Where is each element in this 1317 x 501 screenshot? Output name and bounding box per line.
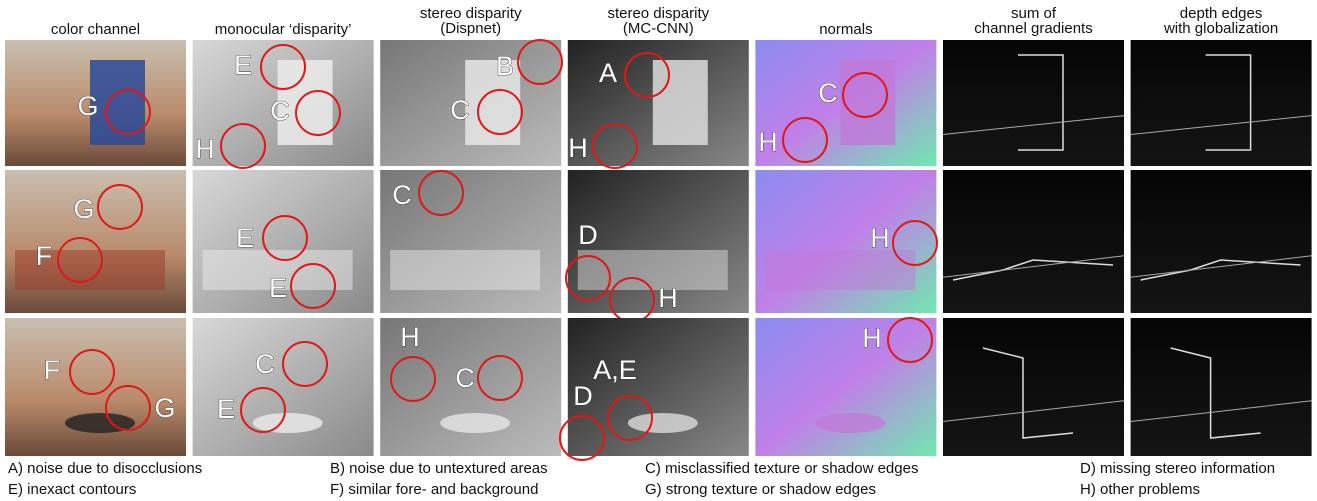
scene-object	[390, 250, 540, 290]
circle-label: D	[573, 381, 593, 411]
circle-label: C	[270, 96, 290, 126]
image-panel: EE	[193, 170, 374, 313]
image-panel	[943, 40, 1124, 166]
circle-label: G	[77, 91, 98, 121]
circle-label: C	[818, 78, 838, 108]
circle-label: A	[599, 58, 617, 88]
circle-label: H	[400, 322, 420, 352]
image-panel: C	[380, 170, 561, 313]
circle-label: E	[217, 394, 235, 424]
circle-label: H	[568, 133, 588, 163]
image-panel	[1131, 318, 1312, 456]
circle-label: H	[870, 223, 890, 253]
legend-item: B) noise due to untextured areas	[330, 460, 548, 477]
circle-label: F	[36, 241, 53, 271]
image-panel: H	[755, 318, 936, 456]
image-panel: CE	[193, 318, 374, 456]
circle-label: C	[450, 95, 470, 125]
scene-object	[253, 413, 323, 433]
legend-item: A) noise due to disocclusions	[8, 460, 202, 477]
image-panel: G	[5, 40, 186, 166]
panel-image	[943, 170, 1124, 313]
image-panel: HC	[380, 318, 561, 456]
panel-image	[5, 170, 186, 313]
legend-item: G) strong texture or shadow edges	[645, 481, 876, 498]
panel-image	[1131, 318, 1312, 456]
image-panel: A,ED	[560, 318, 749, 460]
image-panel: AH	[568, 40, 749, 168]
circle-label: B	[496, 51, 514, 81]
image-panel	[943, 170, 1124, 313]
image-panel	[1131, 40, 1312, 166]
legend-item: E) inexact contours	[8, 481, 136, 498]
image-panel: GF	[5, 170, 186, 313]
circle-label: D	[578, 220, 598, 250]
circle-label: E	[234, 50, 252, 80]
circle-label: H	[195, 134, 215, 164]
column-header: color channel	[51, 21, 140, 38]
scene-object	[578, 250, 728, 290]
circle-label: H	[658, 283, 678, 313]
column-header: with globalization	[1163, 20, 1278, 37]
image-panel: CH	[755, 40, 936, 166]
circle-label: G	[73, 194, 94, 224]
panel-image	[1131, 170, 1312, 313]
scene-object	[653, 60, 708, 145]
image-panel: H	[755, 170, 937, 313]
column-header: normals	[819, 21, 872, 38]
panel-image	[1131, 40, 1312, 166]
circle-label: C	[255, 349, 275, 379]
circle-label: F	[44, 355, 61, 385]
circle-label: G	[154, 393, 175, 423]
figure: color channelmonocular ‘disparity’stereo…	[0, 0, 1317, 501]
panel-image	[755, 170, 936, 313]
legend-item: F) similar fore- and background	[330, 481, 538, 498]
panel-image	[755, 318, 936, 456]
image-panel	[943, 318, 1124, 456]
legend-item: H) other problems	[1080, 481, 1200, 498]
column-header: (Dispnet)	[440, 20, 501, 37]
scene-object	[815, 413, 885, 433]
column-header: (MC-CNN)	[623, 20, 694, 37]
scene-object	[765, 250, 915, 290]
panel-image	[5, 318, 186, 456]
panel-image	[568, 318, 749, 456]
circle-label: C	[455, 363, 475, 393]
image-panel: BC	[380, 40, 562, 166]
image-panel: EC H	[193, 40, 374, 168]
panel-image	[943, 318, 1124, 456]
circle-label: E	[269, 273, 287, 303]
column-header: monocular ‘disparity’	[215, 21, 352, 38]
panel-image	[193, 318, 374, 456]
scene-object	[628, 413, 698, 433]
legend-item: D) missing stereo information	[1080, 460, 1275, 477]
column-header: channel gradients	[974, 20, 1092, 37]
scene-object	[440, 413, 510, 433]
image-panel	[1131, 170, 1312, 313]
circle-label: H	[758, 127, 778, 157]
panel-image	[943, 40, 1124, 166]
circle-label: E	[236, 223, 254, 253]
image-panel: FG	[5, 318, 186, 456]
legend-item: C) misclassified texture or shadow edges	[645, 460, 918, 477]
circle-label: C	[392, 180, 412, 210]
image-panel: DH	[566, 170, 749, 322]
circle-label: A,E	[593, 355, 637, 385]
circle-label: H	[862, 323, 882, 353]
